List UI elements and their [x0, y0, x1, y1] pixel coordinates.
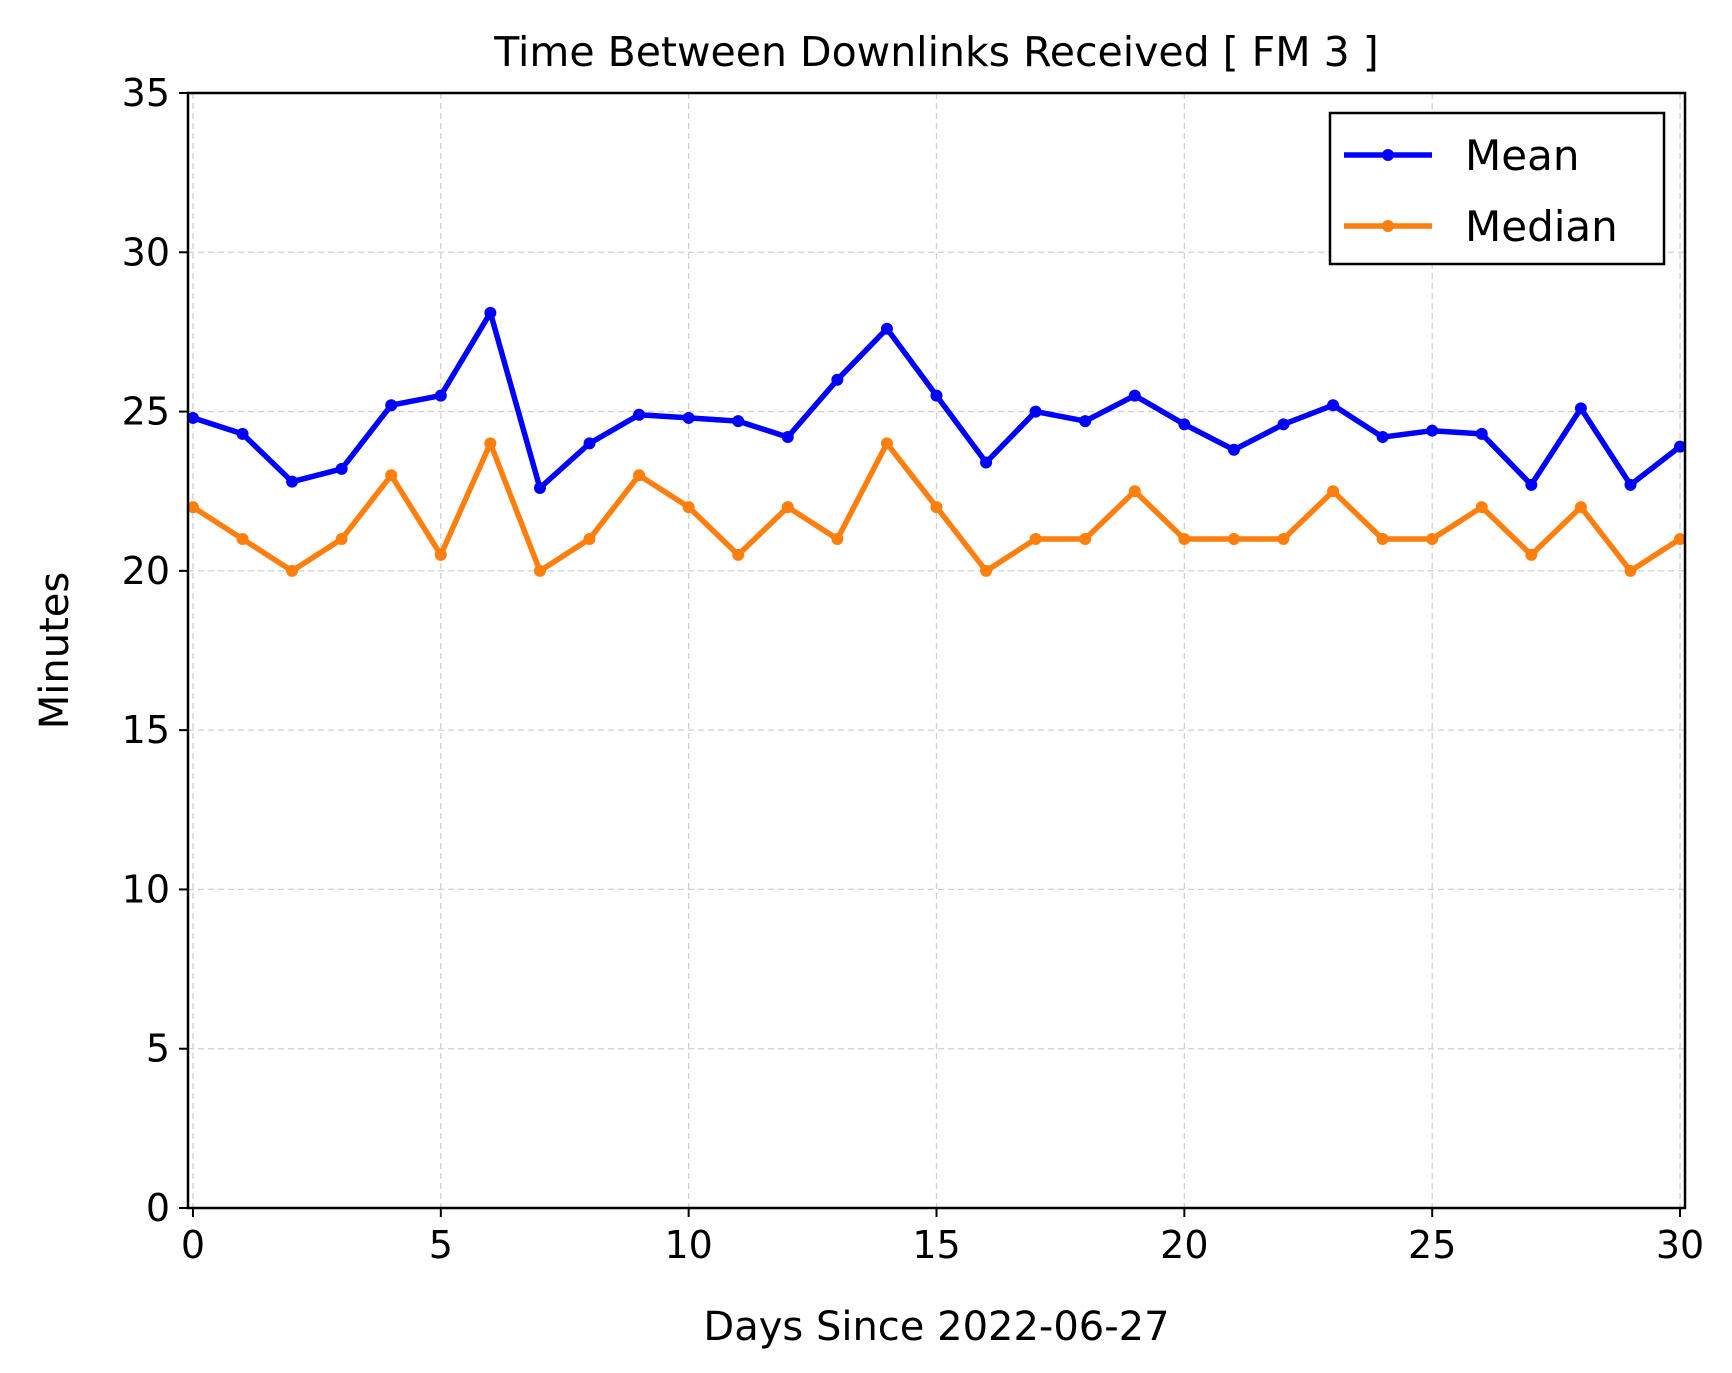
- legend-label-mean: Mean: [1465, 131, 1579, 180]
- data-point-median: [1079, 533, 1092, 545]
- series-median: [186, 437, 1687, 577]
- data-point-median: [236, 533, 249, 545]
- data-point-mean: [980, 456, 993, 469]
- data-point-mean: [434, 389, 447, 402]
- data-point-median: [930, 501, 943, 514]
- data-point-median: [286, 564, 299, 577]
- data-point-median: [1277, 533, 1290, 545]
- data-point-median: [1574, 501, 1587, 514]
- data-point-median: [385, 469, 398, 482]
- data-point-mean: [930, 389, 943, 402]
- y-tick-label: 30: [122, 230, 170, 274]
- data-point-median: [682, 501, 695, 514]
- y-tick-label: 20: [122, 549, 170, 593]
- data-point-mean: [781, 431, 794, 444]
- data-point-mean: [335, 462, 348, 475]
- x-tick-label: 25: [1408, 1223, 1456, 1267]
- data-point-median: [1674, 533, 1687, 545]
- data-point-median: [1227, 533, 1240, 545]
- data-point-median: [1525, 548, 1538, 561]
- data-point-mean: [732, 415, 745, 428]
- data-point-mean: [1376, 431, 1389, 444]
- x-tick-label: 20: [1160, 1223, 1208, 1267]
- legend-marker-mean: [1382, 149, 1394, 161]
- data-point-median: [1128, 485, 1141, 498]
- x-tick-label: 0: [181, 1223, 205, 1267]
- data-point-mean: [880, 322, 893, 335]
- data-point-mean: [1128, 389, 1141, 402]
- y-tick-label: 10: [122, 867, 170, 911]
- data-point-mean: [1525, 478, 1538, 491]
- data-point-median: [880, 437, 893, 450]
- grid-layer: [188, 92, 1685, 1209]
- data-point-mean: [1029, 405, 1042, 418]
- data-point-median: [1426, 533, 1439, 545]
- series-layer: [186, 306, 1687, 577]
- data-point-median: [186, 501, 199, 514]
- data-point-mean: [1079, 415, 1092, 428]
- data-point-median: [335, 533, 348, 545]
- axis-layer: 0 5 10 15 20 25 30 0 5 10 15 20 25 30 35: [122, 71, 1705, 1267]
- data-point-mean: [385, 399, 398, 412]
- data-point-mean: [484, 306, 497, 319]
- data-point-median: [533, 564, 546, 577]
- data-point-median: [1178, 533, 1191, 545]
- data-point-mean: [1327, 399, 1340, 412]
- y-tick-label: 15: [122, 708, 170, 752]
- data-point-median: [732, 548, 745, 561]
- data-point-median: [633, 469, 646, 482]
- data-point-mean: [682, 411, 695, 424]
- chart-title: Time Between Downlinks Received [ FM 3 ]: [493, 28, 1379, 76]
- y-axis-title: Minutes: [32, 572, 78, 729]
- x-tick-label: 15: [912, 1223, 960, 1267]
- data-point-median: [1376, 533, 1389, 545]
- data-point-mean: [1178, 418, 1191, 431]
- data-point-median: [781, 501, 794, 514]
- data-point-mean: [533, 482, 546, 495]
- data-point-median: [1624, 564, 1637, 577]
- data-point-mean: [286, 475, 299, 488]
- legend-box: [1328, 111, 1666, 266]
- data-point-median: [1029, 533, 1042, 545]
- data-point-median: [1327, 485, 1340, 498]
- legend-marker-median: [1382, 220, 1394, 232]
- data-point-mean: [1475, 427, 1488, 440]
- data-point-mean: [633, 408, 646, 421]
- data-point-mean: [1624, 478, 1637, 491]
- data-point-mean: [583, 437, 596, 450]
- legend: Mean Median: [1328, 111, 1666, 266]
- data-point-mean: [1674, 440, 1687, 453]
- data-point-mean: [186, 411, 199, 424]
- data-point-mean: [1277, 418, 1290, 431]
- data-point-mean: [1426, 424, 1439, 437]
- data-point-median: [980, 564, 993, 577]
- data-point-mean: [1227, 443, 1240, 456]
- legend-label-median: Median: [1465, 202, 1618, 251]
- x-tick-label: 5: [429, 1223, 453, 1267]
- y-tick-label: 5: [146, 1027, 170, 1071]
- y-tick-label: 0: [146, 1186, 170, 1230]
- data-point-mean: [236, 427, 249, 440]
- data-point-median: [1475, 501, 1488, 514]
- y-tick-label: 35: [122, 71, 170, 115]
- x-tick-label: 30: [1656, 1223, 1704, 1267]
- y-tick-label: 25: [122, 390, 170, 434]
- x-tick-label: 10: [664, 1223, 712, 1267]
- data-point-mean: [1574, 402, 1587, 415]
- data-point-median: [583, 533, 596, 545]
- data-point-median: [434, 548, 447, 561]
- series-mean: [186, 306, 1687, 495]
- data-point-mean: [831, 373, 844, 386]
- x-axis-title: Days Since 2022-06-27: [703, 1304, 1169, 1350]
- data-point-median: [484, 437, 497, 450]
- data-point-median: [831, 533, 844, 545]
